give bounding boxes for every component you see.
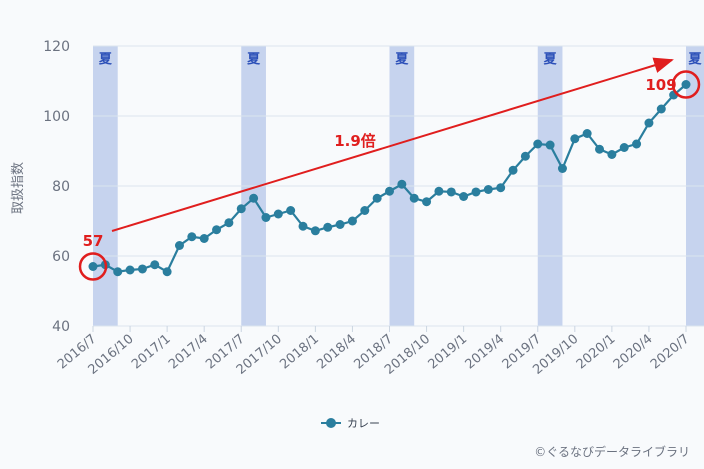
data-point: [422, 197, 432, 207]
data-point: [557, 164, 567, 173]
data-point: [137, 264, 147, 274]
data-point: [459, 192, 469, 201]
data-point: [113, 267, 123, 277]
summer-band-label: 夏: [543, 52, 558, 67]
data-point: [644, 118, 654, 128]
credit-text: ©ぐるなびデータライブラリ: [534, 444, 690, 459]
data-point: [483, 185, 493, 194]
growth-arrow: [111, 57, 674, 232]
data-point: [174, 241, 184, 250]
data-point: [224, 218, 234, 228]
x-tick-label: 2019/1: [426, 332, 471, 373]
data-point: [520, 151, 530, 161]
x-tick-label: 2020/7: [648, 332, 693, 373]
legend-series-name: カレー: [347, 417, 380, 430]
data-point: [212, 225, 222, 235]
data-point: [88, 262, 98, 271]
y-tick-label: 60: [52, 249, 70, 265]
summer-band-label: 夏: [687, 52, 702, 67]
y-tick-label: 40: [52, 319, 70, 335]
data-point: [261, 213, 271, 222]
data-point: [236, 204, 246, 214]
data-point: [570, 134, 580, 144]
y-tick-label: 120: [43, 39, 70, 55]
data-point: [298, 221, 308, 231]
data-point: [347, 216, 357, 226]
x-tick-labels: 2016/72016/102017/12017/42017/72017/1020…: [55, 326, 693, 378]
data-point: [125, 265, 135, 275]
x-tick-label: 2017/4: [166, 332, 211, 373]
data-point: [385, 186, 394, 196]
end-value-label: 109: [645, 76, 676, 94]
end-highlight-circle: [671, 70, 701, 99]
data-point: [595, 144, 605, 154]
start-highlight-circle: [78, 252, 108, 281]
data-point: [607, 150, 617, 159]
data-point: [582, 129, 592, 138]
data-point: [150, 260, 160, 270]
x-tick-label: 2020/1: [574, 332, 619, 373]
data-point: [471, 187, 481, 197]
x-tick-label: 2018/1: [277, 332, 322, 373]
data-point: [632, 139, 642, 149]
data-point: [434, 186, 444, 196]
data-point: [335, 220, 345, 229]
data-point: [681, 80, 691, 89]
data-point: [397, 179, 407, 189]
y-tick-label: 80: [52, 179, 70, 195]
x-tick-label: 2017/1: [129, 332, 174, 373]
summer-band-label: 夏: [394, 52, 409, 67]
data-point: [187, 232, 197, 242]
summer-band-label: 夏: [98, 52, 113, 67]
data-point: [533, 139, 543, 149]
y-tick-labels: 40 60 80 100 120: [43, 39, 70, 335]
data-point: [508, 165, 518, 175]
data-point: [162, 267, 172, 277]
data-point: [619, 143, 629, 152]
data-point: [372, 193, 382, 203]
data-point: [446, 187, 456, 197]
data-point: [323, 222, 333, 232]
data-point: [199, 234, 209, 243]
y-axis-label: 取扱指数: [11, 162, 26, 214]
data-point: [656, 104, 666, 114]
data-point: [310, 226, 320, 236]
data-point: [409, 193, 419, 203]
x-tick-label: 2019/4: [463, 332, 508, 373]
growth-label: 1.9倍: [334, 132, 376, 150]
x-tick-label: 2018/4: [314, 332, 359, 373]
y-tick-label: 100: [43, 109, 70, 125]
data-point: [496, 183, 506, 193]
annotations: 1.9倍 57 109: [78, 57, 701, 281]
x-tick-label: 2020/4: [611, 332, 656, 373]
data-point: [249, 193, 259, 203]
summer-band-label: 夏: [246, 52, 261, 67]
legend[interactable]: カレー: [321, 417, 380, 430]
data-point: [286, 206, 296, 215]
data-point: [273, 209, 283, 219]
data-point: [360, 206, 370, 215]
data-point: [545, 140, 555, 150]
legend-dot-marker: [326, 418, 336, 428]
data-points: [88, 80, 691, 277]
start-value-label: 57: [83, 232, 104, 250]
